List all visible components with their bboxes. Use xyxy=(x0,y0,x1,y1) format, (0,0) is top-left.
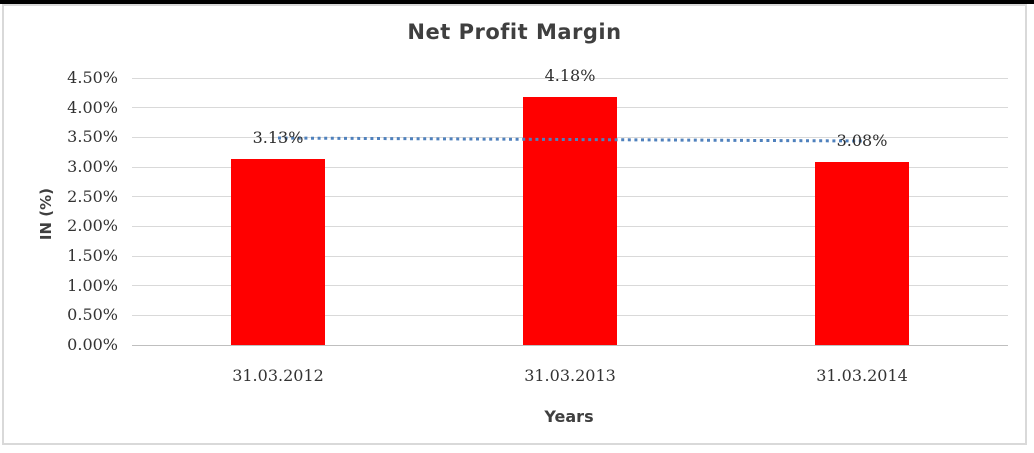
chart-title: Net Profit Margin xyxy=(407,20,622,44)
y-tick-label: 4.50% xyxy=(67,68,118,87)
y-tick-label: 0.00% xyxy=(67,335,118,354)
bar-31.03.2012 xyxy=(231,159,325,345)
bar-data-label: 3.13% xyxy=(252,128,304,148)
bar-data-label: 4.18% xyxy=(544,65,596,85)
y-tick-label: 4.00% xyxy=(67,97,118,117)
y-tick-label: 1.00% xyxy=(67,275,118,295)
x-category-label: 31.03.2013 xyxy=(524,366,616,385)
y-tick-label: 0.50% xyxy=(67,305,118,325)
bar-data-label: 3.08% xyxy=(836,131,888,151)
y-tick-label: 1.50% xyxy=(67,246,118,265)
y-tick-label: 2.50% xyxy=(67,186,118,206)
x-category-label: 31.03.2014 xyxy=(816,366,908,385)
gridline xyxy=(132,77,1008,79)
y-tick-label: 3.50% xyxy=(67,127,118,147)
bar-31.03.2013 xyxy=(523,96,617,345)
bar-31.03.2014 xyxy=(815,162,909,345)
window-top-edge xyxy=(0,0,1034,4)
x-category-label: 31.03.2012 xyxy=(232,366,324,385)
y-tick-label: 2.00% xyxy=(67,216,118,236)
x-axis-line xyxy=(132,344,1008,346)
x-axis-title: Years xyxy=(544,407,594,426)
y-tick-label: 3.00% xyxy=(67,157,118,176)
